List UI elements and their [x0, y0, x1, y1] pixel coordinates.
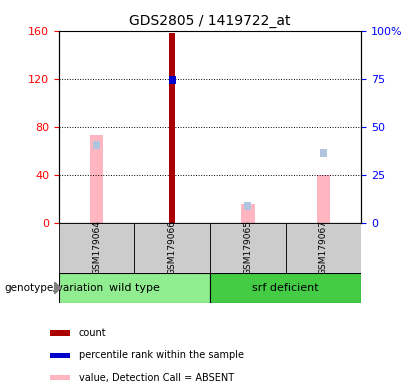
Text: GSM179066: GSM179066 [168, 220, 177, 275]
Bar [50, 375, 70, 380]
Bar [317, 175, 330, 223]
Text: wild type: wild type [109, 283, 160, 293]
Bar [50, 331, 70, 336]
Text: srf deficient: srf deficient [252, 283, 319, 293]
Bar [50, 353, 70, 358]
Bar [320, 149, 327, 157]
Text: GSM179067: GSM179067 [319, 220, 328, 275]
Text: count: count [79, 328, 107, 338]
Text: GSM179064: GSM179064 [92, 220, 101, 275]
Bar [210, 273, 361, 303]
Bar [169, 33, 175, 223]
Bar [210, 223, 286, 273]
Text: value, Detection Call = ABSENT: value, Detection Call = ABSENT [79, 372, 234, 382]
Bar [59, 223, 134, 273]
Text: percentile rank within the sample: percentile rank within the sample [79, 351, 244, 361]
Bar [169, 76, 176, 84]
Text: genotype/variation: genotype/variation [4, 283, 103, 293]
Bar [93, 141, 100, 149]
Bar [241, 204, 255, 223]
Bar [134, 223, 210, 273]
Bar [244, 202, 251, 210]
Bar [286, 223, 361, 273]
Text: GSM179065: GSM179065 [243, 220, 252, 275]
Title: GDS2805 / 1419722_at: GDS2805 / 1419722_at [129, 14, 291, 28]
Bar [90, 135, 103, 223]
Bar [59, 273, 210, 303]
